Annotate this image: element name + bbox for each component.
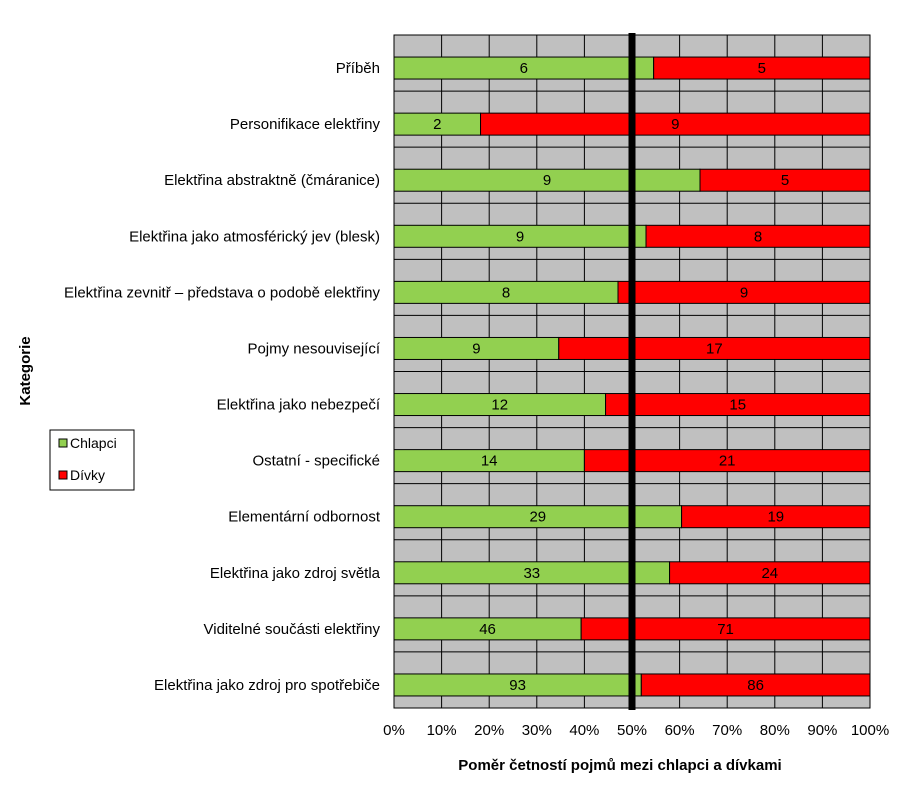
bar-value-label: 9	[740, 284, 748, 301]
bar-value-label: 9	[671, 116, 679, 133]
bar-value-label: 6	[520, 60, 528, 77]
bar-divky	[605, 393, 871, 417]
category-label: Elektřina jako atmosférický jev (blesk)	[129, 228, 380, 245]
category-label: Elementární odbornost	[228, 509, 381, 526]
category-labels: Příběh Personifikace elektřiny Elektřina a…	[64, 60, 381, 694]
bar-value-label: 14	[481, 453, 498, 470]
bar-value-label: 15	[729, 397, 746, 414]
bar-value-label: 29	[529, 509, 546, 526]
bar-divky	[580, 617, 871, 641]
category-label: Viditelné součásti elektřiny	[204, 621, 381, 638]
bar-divky	[558, 336, 871, 360]
bar-value-label: 5	[758, 60, 766, 77]
category-label: Ostatní - specifické	[252, 453, 380, 470]
x-tick-label: 90%	[807, 722, 837, 739]
bar-divky	[699, 168, 871, 192]
bar-value-label: 8	[502, 284, 510, 301]
category-label: Elektřina jako zdroj světla	[210, 565, 381, 582]
bar-divky	[583, 449, 871, 473]
bar-value-label: 17	[706, 340, 723, 357]
x-tick-label: 50%	[617, 722, 647, 739]
y-axis-title: Kategorie	[17, 336, 34, 405]
bar-value-label: 5	[781, 172, 789, 189]
bar-value-label: 93	[509, 677, 526, 694]
x-tick-label: 80%	[760, 722, 790, 739]
x-tick-label: 40%	[569, 722, 599, 739]
bar-value-label: 12	[491, 397, 508, 414]
category-label: Příběh	[336, 60, 380, 77]
bar-divky	[669, 561, 871, 585]
x-axis-ticks: 0% 10% 20% 30% 40% 50% 60% 70% 80% 90% 100%	[383, 722, 889, 739]
x-axis-title: Poměr četností pojmů mezi chlapci a dívk…	[458, 757, 781, 774]
x-tick-label: 100%	[851, 722, 889, 739]
bar-divky	[645, 224, 871, 248]
bar-value-label: 9	[472, 340, 480, 357]
bar-value-label: 2	[433, 116, 441, 133]
category-label: Pojmy nesouvisející	[247, 340, 380, 357]
x-tick-label: 10%	[427, 722, 457, 739]
x-tick-label: 60%	[665, 722, 695, 739]
bar-divky	[681, 505, 871, 529]
bar-divky	[617, 280, 871, 304]
bar-divky	[640, 673, 871, 697]
category-label: Elektřina zevnitř – představa o podobě e…	[64, 284, 381, 301]
legend-swatch-divky	[58, 470, 68, 480]
x-tick-label: 20%	[474, 722, 504, 739]
legend: Chlapci Dívky	[49, 429, 135, 491]
x-tick-label: 30%	[522, 722, 552, 739]
legend-swatch-chlapci	[58, 438, 68, 448]
bar-divky	[480, 112, 871, 136]
legend-label-chlapci: Chlapci	[70, 435, 117, 451]
x-tick-label: 0%	[383, 722, 405, 739]
bar-value-label: 8	[754, 228, 762, 245]
bar-value-label: 9	[543, 172, 551, 189]
bar-divky	[653, 56, 871, 80]
category-label: Elektřina jako zdroj pro spotřebiče	[154, 677, 380, 694]
bar-value-label: 46	[479, 621, 496, 638]
category-label: Personifikace elektřiny	[230, 116, 381, 133]
x-tick-label: 70%	[712, 722, 742, 739]
bar-value-label: 71	[717, 621, 734, 638]
bar-value-label: 86	[747, 677, 764, 694]
bar-value-label: 19	[767, 509, 784, 526]
bar-value-label: 33	[523, 565, 540, 582]
bar-value-label: 9	[516, 228, 524, 245]
bar-value-label: 21	[719, 453, 736, 470]
bar-value-label: 24	[761, 565, 778, 582]
category-label: Elektřina jako nebezpečí	[217, 397, 381, 414]
legend-label-divky: Dívky	[70, 467, 105, 483]
category-label: Elektřina abstraktně (čmáranice)	[164, 172, 380, 189]
